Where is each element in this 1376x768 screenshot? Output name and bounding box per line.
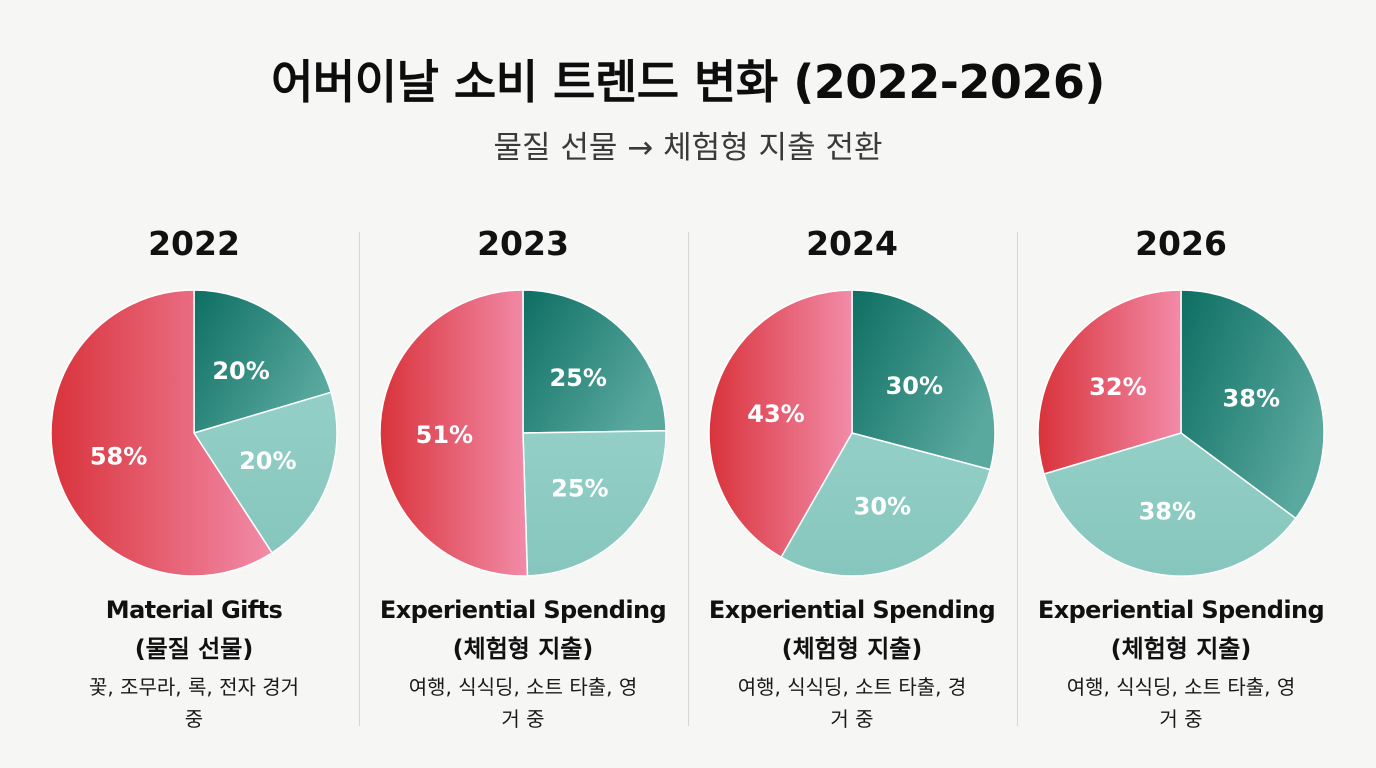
pie-chart: 20% 20% 58% xyxy=(50,289,338,577)
category-sublabel: (체험형 지출) xyxy=(452,635,594,663)
category-examples: 꽃, 조무라, 록, 전자 경거 중 xyxy=(88,675,300,731)
pie-slice-experiential-light xyxy=(780,432,992,577)
pie-slice-label: 51% xyxy=(416,421,473,449)
pie-chart: 25% 25% 51% xyxy=(379,289,667,577)
pie-slice-label: 58% xyxy=(90,442,147,470)
pie-slice-experiential-light xyxy=(1043,432,1297,577)
pie-slice-experiential-light xyxy=(522,430,667,577)
chart-year-title: 2026 xyxy=(1135,224,1227,263)
pie-slice-material xyxy=(1037,289,1182,475)
category-label: Material Gifts xyxy=(105,596,283,624)
panel-divider xyxy=(688,232,689,726)
pie-slice-experiential-dark xyxy=(193,289,333,435)
chart-year-title: 2022 xyxy=(148,224,240,263)
pie-slice-label: 25% xyxy=(551,474,608,502)
pie-slice-label: 20% xyxy=(239,447,296,475)
category-label: Experiential Spending xyxy=(708,596,996,624)
pie-slice-label: 38% xyxy=(1139,497,1196,525)
chart-year-title: 2024 xyxy=(806,224,898,263)
pie-slice-label: 43% xyxy=(747,400,804,428)
pie-slice-label: 30% xyxy=(854,493,911,521)
pie-slice-label: 32% xyxy=(1089,373,1146,401)
pie-slice-label: 38% xyxy=(1223,385,1280,413)
chart-year-title: 2023 xyxy=(477,224,569,263)
page-title: 어버이날 소비 트렌드 변화 (2022-2026) xyxy=(271,55,1105,109)
pie-slice-experiential-dark xyxy=(851,289,996,471)
pie-chart: 38% 38% 32% xyxy=(1037,289,1325,577)
pie-slice-material xyxy=(708,289,853,559)
panel-divider xyxy=(359,232,360,726)
category-examples: 여행, 식식딩, 소트 타출, 영거 중 xyxy=(1066,675,1296,731)
pie-slice-material xyxy=(50,289,274,577)
category-sublabel: (체험형 지출) xyxy=(1110,635,1252,663)
category-sublabel: (물질 선물) xyxy=(134,635,254,663)
pie-slice-material xyxy=(379,289,529,577)
chart-panel-2026: 2026 38% 38% 32% Experiential Spending (체험… xyxy=(1016,220,1346,750)
page-subtitle: 물질 선물 → 체험형 지출 전환 xyxy=(493,130,883,166)
pie-slice-label: 25% xyxy=(549,364,606,392)
pie-slice-experiential-dark xyxy=(522,289,667,434)
panel-divider xyxy=(1017,232,1018,726)
category-examples: 여행, 식식딩, 소트 타출, 영거 중 xyxy=(408,675,638,731)
pie-chart: 30% 30% 43% xyxy=(708,289,996,577)
pie-slice-experiential-light xyxy=(192,391,338,554)
category-label: Experiential Spending xyxy=(1037,596,1325,624)
chart-panel-2022: 2022 20% 20% 58% Material Gifts (물질 선물) 꽃,… xyxy=(29,220,359,750)
category-sublabel: (체험형 지출) xyxy=(781,635,923,663)
pie-slice-label: 20% xyxy=(212,357,269,385)
chart-panel-2023: 2023 25% 25% 51% Experiential Spending (체험… xyxy=(358,220,688,750)
category-label: Experiential Spending xyxy=(379,596,667,624)
pie-slice-label: 30% xyxy=(886,372,943,400)
pie-slice-experiential-dark xyxy=(1180,289,1325,520)
chart-panel-2024: 2024 30% 30% 43% Experiential Spending (체험… xyxy=(687,220,1017,750)
category-examples: 여행, 식식딩, 소트 타출, 경거 중 xyxy=(737,675,967,731)
